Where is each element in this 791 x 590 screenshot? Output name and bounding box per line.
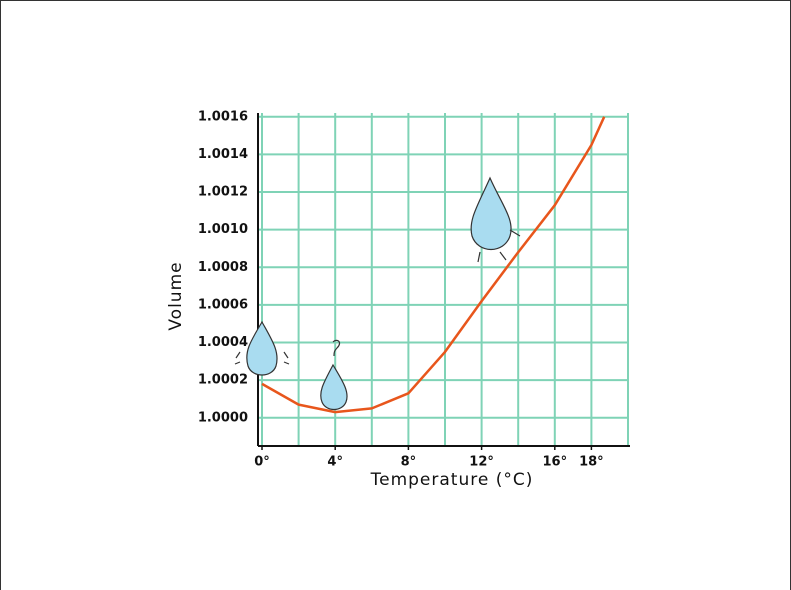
y-tick-label: 1.0004 xyxy=(198,335,248,350)
x-tick-label: 12° xyxy=(469,455,494,470)
drop-cold xyxy=(234,320,290,376)
x-tick-label: 18° xyxy=(579,455,604,470)
grid xyxy=(258,113,629,446)
x-tick-label: 0° xyxy=(254,455,270,470)
y-tick-label: 1.0016 xyxy=(198,109,248,124)
y-tick-label: 1.0000 xyxy=(198,410,248,425)
y-axis-title: Volume xyxy=(166,261,186,330)
x-tick-label: 16° xyxy=(543,455,568,470)
y-tick-label: 1.0006 xyxy=(198,297,248,312)
y-tick-label: 1.0002 xyxy=(198,373,248,388)
drop-warm xyxy=(470,176,521,263)
drop-4c xyxy=(320,339,348,411)
y-tick-label: 1.0014 xyxy=(198,147,248,162)
y-tick-label: 1.0008 xyxy=(198,260,248,275)
x-tick-label: 4° xyxy=(327,455,343,470)
plot xyxy=(261,116,606,414)
data-line xyxy=(261,116,606,414)
x-tick-label: 8° xyxy=(401,455,417,470)
x-axis-title: Temperature (°C) xyxy=(370,470,534,490)
y-tick-label: 1.0010 xyxy=(198,222,248,237)
y-tick-label: 1.0012 xyxy=(198,185,248,200)
